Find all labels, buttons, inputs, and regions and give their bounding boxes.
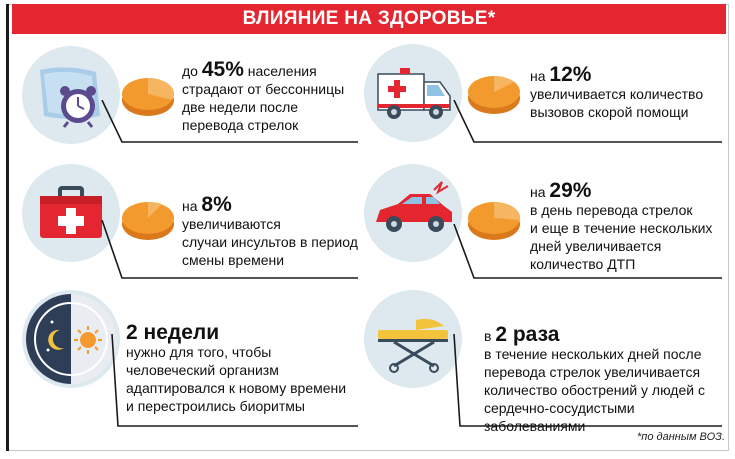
stat-line: и перестроились биоритмы [126, 398, 305, 414]
day-night-icon [22, 290, 120, 388]
stat-line: дней увеличивается [530, 238, 662, 254]
connector-line [453, 334, 722, 427]
footnote: *по данным ВОЗ. [637, 431, 725, 443]
stat-line: две недели после [182, 99, 299, 115]
stat-value: 8% [201, 193, 232, 216]
pie-chart-29 [468, 201, 521, 240]
connector-line [453, 224, 722, 279]
left-rule [6, 4, 9, 451]
stat-line: человеческий организм [126, 362, 279, 378]
stat-line: вызовов скорой помощи [530, 104, 689, 120]
connector-line [101, 220, 358, 279]
stat-line: увеличиваются [182, 216, 281, 232]
stat-line: смены времени [182, 252, 285, 268]
stat-line: перевода стрелок [182, 117, 299, 133]
pie-chart-12 [468, 76, 520, 114]
connector-line [453, 100, 722, 143]
stat-line: страдают от бессонницы [182, 81, 345, 97]
stat-line: адаптировался к новому времени [126, 380, 347, 396]
pie-chart-8 [122, 201, 174, 240]
stat-value: 29% [549, 179, 592, 202]
stat-suffix: населения [243, 63, 317, 79]
connector-line [101, 100, 358, 143]
stat-line: нужно для того, чтобы [126, 344, 272, 360]
stat-line: количество обострений у людей с [484, 382, 705, 398]
stat-line: количество ДТП [530, 256, 636, 272]
stat-line: сердечно-сосудистыми заболеваниями [484, 400, 635, 434]
stat-line: в день перевода стрелок [530, 202, 693, 218]
first-aid-kit-icon [22, 164, 120, 262]
stat-lead: на [182, 198, 202, 214]
stat-value: 2 раза [495, 323, 560, 346]
alarm-clock-pillow-icon [22, 46, 120, 144]
header-title: ВЛИЯНИЕ НА ЗДОРОВЬЕ* [12, 4, 726, 34]
stat-value: 2 недели [126, 321, 220, 344]
stat-lead: до [182, 63, 202, 79]
stat-lead: на [530, 68, 550, 84]
stretcher-icon [364, 290, 462, 388]
stat-line: перевода стрелок увеличивается [484, 364, 701, 380]
stat-line: случаи инсультов в период [182, 234, 358, 250]
stat-line: в течение нескольких дней после [484, 346, 702, 362]
stat-lead: на [530, 184, 550, 200]
stat-value: 12% [549, 63, 592, 86]
stat-line: увеличивается количество [530, 86, 704, 102]
stat-line: и еще в течение нескольких [530, 220, 713, 236]
crashed-car-icon [364, 164, 462, 262]
stat-value: 45% [201, 58, 244, 81]
connector-line [111, 334, 358, 427]
ambulance-icon [364, 44, 462, 142]
pie-chart-45 [122, 78, 174, 116]
stat-lead: в [484, 328, 496, 344]
